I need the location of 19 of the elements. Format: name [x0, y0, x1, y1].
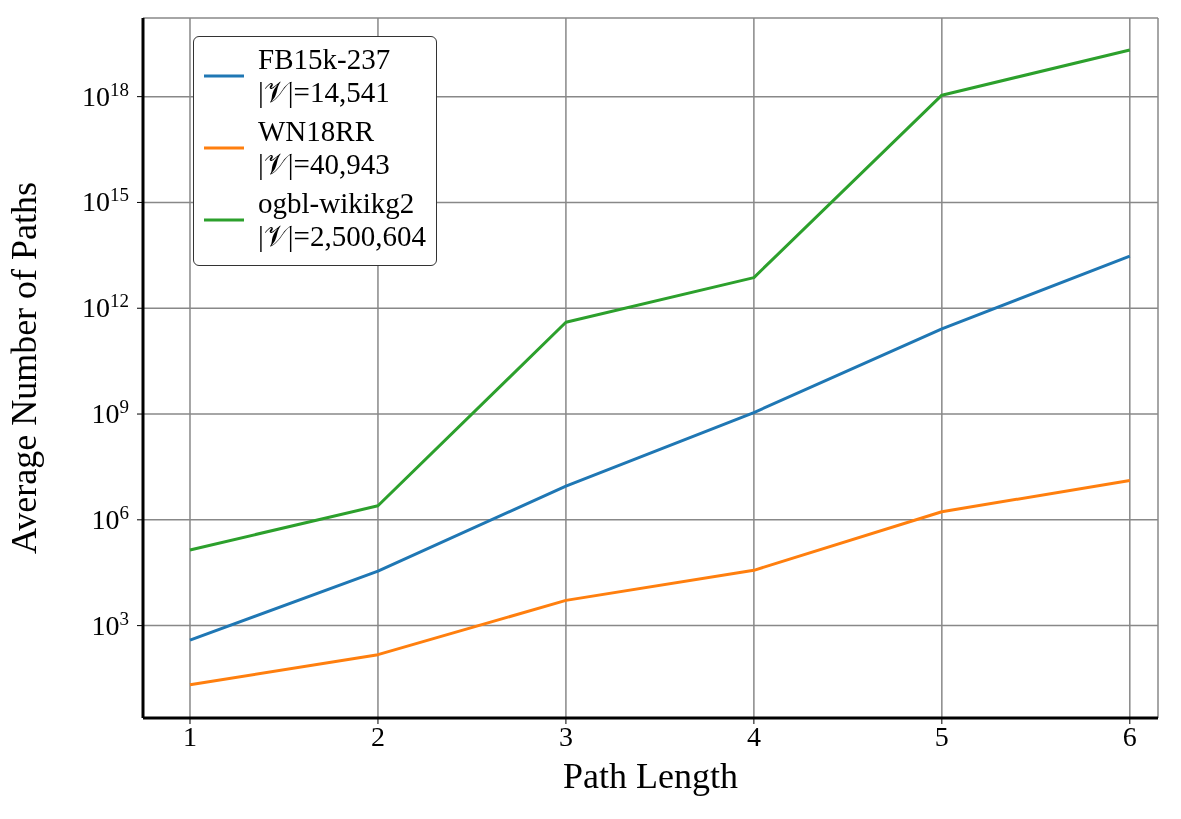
y-tick-label: 10$^{15}$	[82, 183, 129, 218]
x-axis-title: Path Length	[563, 756, 738, 796]
y-tick-label: 10$^{18}$	[82, 78, 129, 112]
x-tick-label: 3	[558, 720, 573, 752]
x-tick-label: 1	[182, 720, 197, 752]
y-tick-label: 10$^{3}$	[91, 607, 129, 641]
line-series	[188, 48, 1132, 552]
x-tick-label: 6	[1122, 720, 1137, 752]
x-tick-label: 2	[370, 720, 385, 752]
y-tick-label: 10$^{12}$	[82, 289, 129, 324]
x-tick-label: 5	[934, 720, 949, 752]
y-tick-label: 10$^{9}$	[91, 395, 129, 430]
line-series	[188, 479, 1132, 687]
legend-label: ogbl-wikikg2 |𝒱|=2,500,604	[258, 187, 426, 253]
y-tick-label: 10$^{6}$	[91, 501, 129, 535]
x-tick-label: 4	[746, 720, 761, 752]
line-series	[188, 254, 1132, 642]
legend-label: FB15k-237 |𝒱|=14,541	[258, 43, 391, 109]
y-axis-title: Average Number of Paths	[3, 181, 44, 555]
